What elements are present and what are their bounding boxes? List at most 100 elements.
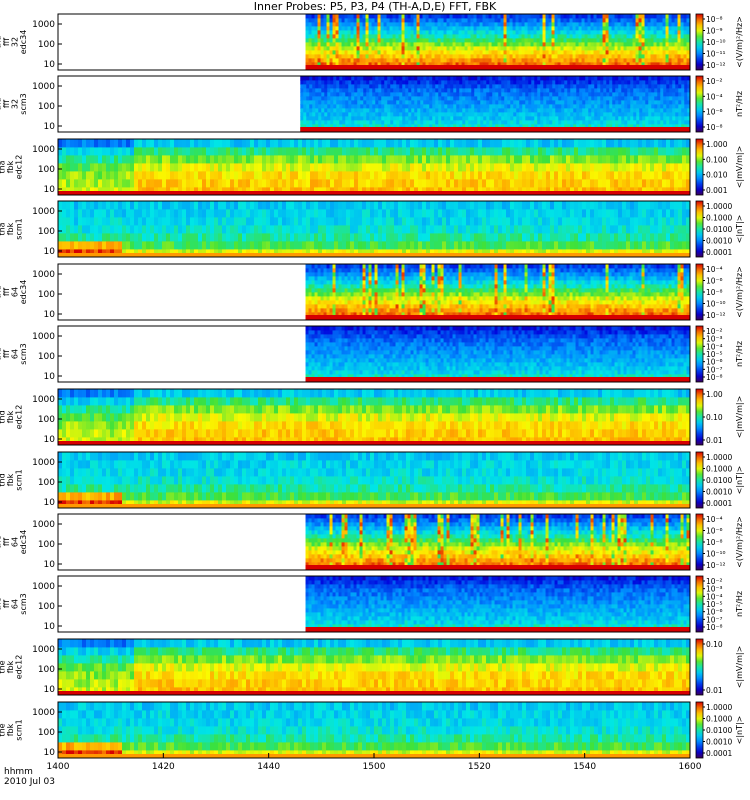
colorbar-tick-label: 10⁻⁶: [706, 527, 723, 536]
y-tick-label: 100: [38, 227, 55, 237]
colorbar-tick-label: 0.1000: [706, 214, 732, 223]
y-tick-label: 100: [38, 290, 55, 300]
colorbar: [695, 575, 704, 633]
panel-label: the fbk edc12: [0, 655, 24, 680]
y-tick-label: 1000: [32, 582, 55, 592]
y-tick-label: 10: [44, 372, 56, 382]
panel-label-line: tha: [0, 97, 2, 110]
panel-thd-fff-64-edc34: 1000 100 10 thd fff 64 edc34 10⁻⁴ 10⁻⁶ 10⁻⁸ 10⁻¹⁰ 1…: [0, 263, 744, 321]
y-tick-label: 100: [38, 165, 55, 175]
y-tick-label: 100: [38, 102, 55, 112]
spectrogram-cells: [58, 452, 690, 508]
colorbar-tick-label: 0.001: [706, 186, 728, 195]
y-tick-label: 1000: [32, 20, 55, 30]
colorbar-tick-label: 0.0100: [706, 476, 732, 485]
colorbar-tick-label: 0.0010: [706, 488, 732, 497]
panel-label: tha fff 32 edc34: [0, 30, 28, 55]
y-tick-label: 100: [38, 352, 55, 362]
panel-frame: [57, 388, 691, 446]
spectrogram-cells: [300, 76, 690, 132]
panel-label-line: edc12: [15, 155, 24, 180]
colorbar-tick-label: 10⁻⁵: [706, 600, 723, 609]
y-tick-label: 10: [44, 498, 56, 508]
spectrogram-cells: [58, 702, 690, 758]
panel-label-line: the: [0, 597, 2, 610]
spectrogram-cells: [305, 14, 690, 70]
x-tick-label: 1520: [468, 762, 491, 772]
colorbar-tick-label: 0.0100: [706, 225, 732, 234]
y-tick-label: 1000: [32, 708, 55, 718]
colorbar-tick-label: 10⁻¹²: [706, 561, 726, 570]
panel-label-line: fff: [2, 38, 11, 47]
panel-label-line: fbk: [6, 723, 15, 736]
colorbar-tick-label: 10⁻¹⁰: [706, 38, 726, 47]
panel-label-line: the: [0, 660, 7, 673]
panel-label-line: fbk: [6, 222, 15, 235]
colorbar-tick-label: 1.0000: [706, 703, 732, 712]
panel-tha-fff-32-scm3: 1000 100 10 tha fff 32 scm3 10⁻² 10⁻⁴ 10⁻⁶ 10⁻⁸ nT²…: [0, 75, 744, 133]
panel-label: tha fff 32 scm3: [0, 93, 28, 114]
y-tick-label: 100: [38, 415, 55, 425]
colorbar: [695, 451, 704, 509]
colorbar-tick-label: 10⁻⁶: [706, 108, 723, 117]
colorbar: [695, 75, 704, 133]
colorbar-unit-label: <|nT|>: [735, 215, 744, 244]
colorbar-tick-label: 1.0000: [706, 202, 732, 211]
y-tick-label: 100: [38, 602, 55, 612]
y-tick-label: 100: [38, 665, 55, 675]
panel-frame: [57, 263, 691, 321]
colorbar-tick-label: 0.0001: [706, 248, 732, 257]
panel-label-line: thd: [0, 347, 2, 360]
colorbar-unit-label: nT²/Hz: [735, 91, 744, 117]
y-tick-label: 1000: [32, 520, 55, 530]
colorbar-tick-label: 10⁻¹⁰: [706, 300, 726, 309]
colorbar-tick-label: 0.100: [706, 155, 728, 164]
panel-frame: [57, 575, 691, 633]
colorbar-tick-label: 10⁻⁴: [706, 92, 723, 101]
panel-label: tha fbk edc12: [0, 155, 24, 180]
colorbar-tick-label: 10⁻³: [706, 335, 723, 344]
panel-frame: [57, 13, 691, 71]
panel-frame: [57, 638, 691, 696]
colorbar-tick-label: 0.010: [706, 171, 728, 180]
panel-label: thd fbk edc12: [0, 405, 24, 430]
y-tick-label: 10: [44, 622, 56, 632]
panel-label-line: scm3: [19, 343, 28, 364]
colorbar-tick-label: 10⁻⁸: [706, 373, 723, 382]
panel-label-line: 32: [10, 99, 19, 109]
spectrogram-cells: [58, 639, 690, 695]
colorbar-tick-label: 0.0010: [706, 237, 732, 246]
panel-frame: [57, 75, 691, 133]
colorbar-tick-label: 10⁻¹¹: [706, 50, 726, 59]
colorbar-unit-label: <|nT|>: [735, 466, 744, 495]
colorbar: [695, 638, 704, 696]
colorbar: [695, 388, 704, 446]
spectrogram-cells: [305, 264, 690, 320]
panel-label-line: tha: [0, 35, 2, 48]
panel-label-line: the: [0, 535, 2, 548]
panel-frame: [57, 138, 691, 196]
panel-label-line: fff: [2, 288, 11, 297]
colorbar-tick-label: 10⁻²: [706, 77, 723, 86]
colorbar-tick-label: 0.0010: [706, 738, 732, 747]
figure-title: Inner Probes: P5, P3, P4 (TH-A,D,E) FFT,…: [254, 0, 497, 13]
colorbar-tick-label: 10⁻⁷: [706, 365, 723, 374]
panel-label-line: the: [0, 723, 7, 736]
colorbar-tick-label: 0.10: [706, 640, 723, 649]
colorbar: [695, 138, 704, 196]
y-tick-label: 10: [44, 435, 56, 445]
colorbar-tick-label: 1.000: [706, 140, 728, 149]
panel-tha-fbk-edc12: 1000 100 10 tha fbk edc12 1.000 0.100 0.010 0.001…: [0, 138, 744, 196]
colorbar-unit-label: <|mV/m|>: [735, 146, 744, 189]
panel-label-line: scm1: [15, 218, 24, 239]
colorbar-tick-label: 10⁻⁶: [706, 358, 723, 367]
y-tick-label: 100: [38, 728, 55, 738]
spectrogram-cells: [58, 201, 690, 257]
colorbar-tick-label: 0.01: [706, 436, 723, 445]
colorbar-tick-label: 10⁻³: [706, 585, 723, 594]
panel-label: the fff 64 scm3: [0, 593, 28, 614]
colorbar-tick-label: 10⁻⁴: [706, 265, 723, 274]
colorbar-unit-label: <(V/m)²/Hz>: [735, 16, 744, 68]
